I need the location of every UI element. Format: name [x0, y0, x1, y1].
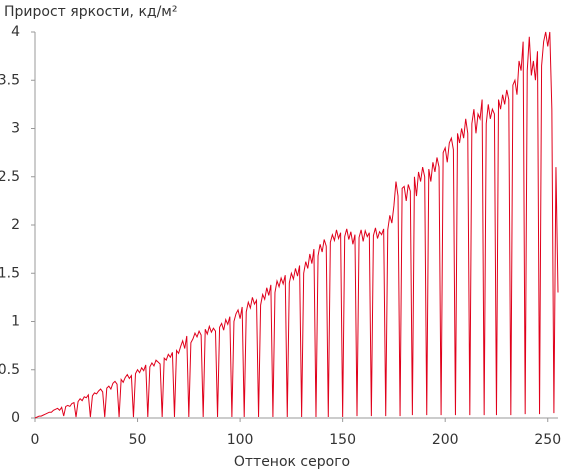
chart-title: Прирост яркости, кд/м² [4, 4, 177, 20]
y-tick-label: 4 [11, 24, 20, 40]
y-tick-label: 1 [11, 314, 20, 330]
x-tick-label: 250 [534, 432, 561, 448]
data-line [34, 31, 559, 419]
x-tick-label: 50 [129, 432, 147, 448]
x-axis-label: Оттенок серого [234, 454, 350, 470]
y-tick-label: 3 [11, 121, 20, 137]
x-tick-label: 200 [432, 432, 459, 448]
x-tick-label: 100 [227, 432, 254, 448]
y-tick-label: 3.5 [0, 72, 20, 88]
x-tick-label: 150 [329, 432, 356, 448]
y-tick-label: 2 [11, 217, 20, 233]
y-tick-label: 2.5 [0, 169, 20, 185]
y-tick-label: 0.5 [0, 362, 20, 378]
y-tick-label: 0 [11, 410, 20, 426]
x-tick-label: 0 [31, 432, 40, 448]
y-tick-label: 1.5 [0, 265, 20, 281]
